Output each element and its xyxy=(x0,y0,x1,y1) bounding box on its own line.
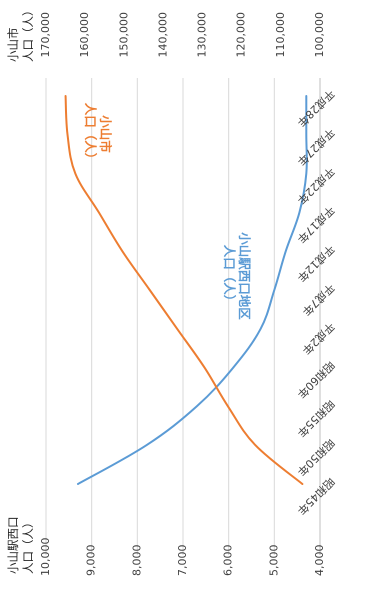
category-label: 昭和50年 xyxy=(295,436,338,479)
right-axis-tick: 140,000 xyxy=(156,12,169,58)
series-line-oyama-city xyxy=(64,95,304,485)
left-axis-title-line1: 小山駅西口 xyxy=(6,517,20,575)
category-label: 平成7年 xyxy=(299,281,337,319)
category-label: 平成27年 xyxy=(295,126,338,169)
left-axis-tick: 8,000 xyxy=(130,545,143,577)
left-axis-tick: 4,000 xyxy=(313,545,326,577)
category-label: 昭和60年 xyxy=(295,358,338,401)
right-axis-title-line1: 小山市 xyxy=(6,28,20,63)
series-layer xyxy=(64,95,308,485)
left-axis-tick: 9,000 xyxy=(85,545,98,577)
category-label: 昭和55年 xyxy=(295,397,338,440)
series-label-oyama-city: 小山市人口（人） xyxy=(83,103,113,166)
right-axis-tick: 130,000 xyxy=(196,12,209,58)
left-axis-tick: 5,000 xyxy=(267,545,280,577)
category-label: 平成12年 xyxy=(295,242,338,285)
right-axis-tick: 110,000 xyxy=(274,12,287,58)
category-label: 平成2年 xyxy=(299,320,337,358)
right-axis-tick: 100,000 xyxy=(313,12,326,58)
right-axis-title-line2: 人口（人） xyxy=(21,5,35,63)
series-line-west-exit xyxy=(76,95,308,485)
gridlines xyxy=(45,78,321,555)
right-axis-tick-labels: 170,000 160,000 150,000 140,000 130,000 120,0… xyxy=(39,12,326,58)
right-axis-tick: 160,000 xyxy=(78,12,91,58)
left-axis-tick: 6,000 xyxy=(222,545,235,577)
left-axis-tick-labels: 10,000 9,000 8,000 7,000 6,000 5,000 4,000 xyxy=(39,538,326,577)
right-axis-tick: 150,000 xyxy=(117,12,130,58)
category-label: 平成28年 xyxy=(295,87,338,130)
category-label: 昭和45年 xyxy=(295,475,338,518)
rotated-plot-group: 昭和45年昭和50年昭和55年昭和60年平成2年平成7年平成12年平成17年平成… xyxy=(45,78,338,555)
left-axis-tick: 7,000 xyxy=(176,545,189,577)
category-axis-labels: 昭和45年昭和50年昭和55年昭和60年平成2年平成7年平成12年平成17年平成… xyxy=(295,87,338,518)
category-label: 平成22年 xyxy=(295,164,338,207)
right-axis-tick: 120,000 xyxy=(235,12,248,58)
right-axis-tick: 170,000 xyxy=(39,12,52,58)
left-axis-tick: 10,000 xyxy=(39,538,52,577)
series-label-west-exit: 小山駅西口地区人口（人） xyxy=(222,231,252,320)
left-axis-title-line2: 人口（人） xyxy=(21,517,35,575)
